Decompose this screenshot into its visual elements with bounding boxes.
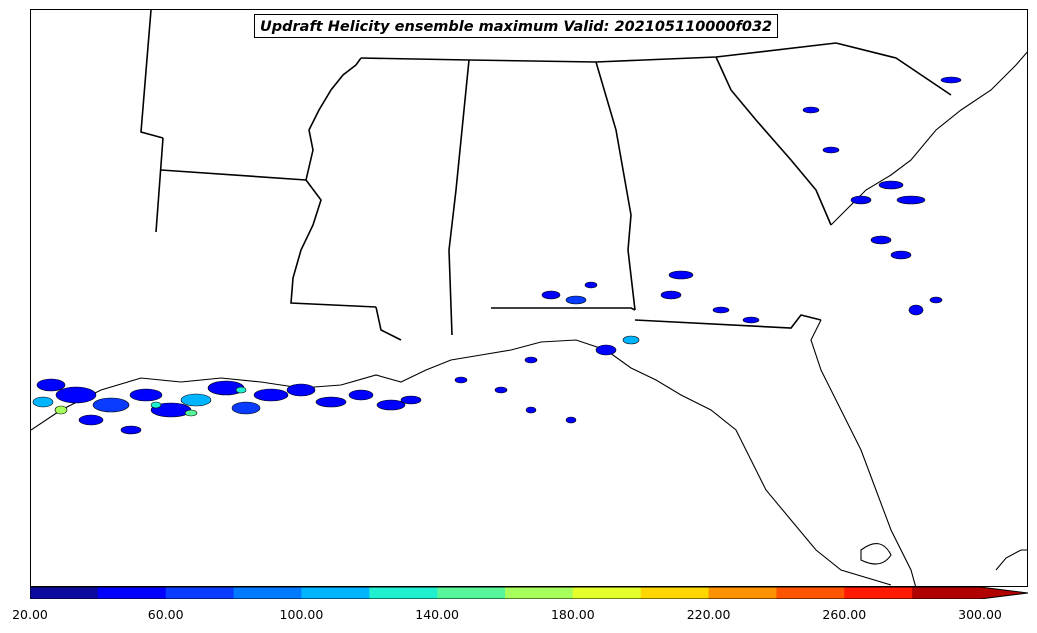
map-canvas — [31, 10, 1027, 586]
border-ms-la — [290, 179, 377, 308]
helicity-cell — [55, 386, 97, 404]
colorbar-tick-label: 100.00 — [279, 607, 324, 622]
colorbar — [30, 587, 1028, 599]
map-title: Updraft Helicity ensemble maximum Valid:… — [254, 14, 779, 38]
helicity-swaths — [32, 76, 962, 435]
colorbar-segment — [572, 587, 642, 599]
helicity-cell — [712, 306, 730, 314]
coastline-se — [995, 549, 1027, 571]
helicity-cell — [822, 146, 840, 154]
colorbar-segment — [912, 587, 981, 599]
colorbar-tick-label: 220.00 — [686, 607, 731, 622]
helicity-cell — [742, 316, 760, 324]
helicity-cell — [890, 250, 912, 260]
helicity-cell — [494, 386, 508, 394]
colorbar-segment — [165, 587, 235, 599]
helicity-cell — [850, 195, 872, 205]
coastline-florida-east — [810, 319, 917, 586]
colorbar-segment — [301, 587, 370, 599]
helicity-cell — [54, 405, 68, 415]
helicity-cell — [235, 386, 247, 394]
colorbar-segment — [233, 587, 302, 599]
helicity-cell — [120, 425, 142, 435]
colorbar-extend-arrow — [980, 587, 1028, 599]
colorbar-tick-label: 300.00 — [958, 607, 1002, 622]
colorbar-segment — [97, 587, 167, 599]
helicity-cell — [660, 290, 682, 300]
border-tn-south — [360, 42, 837, 63]
border-la-west — [155, 137, 164, 233]
colorbar-segment — [844, 587, 913, 599]
border-la-ms-south — [375, 306, 402, 341]
helicity-cell — [870, 235, 892, 245]
helicity-cell — [286, 383, 316, 397]
helicity-cell — [524, 356, 538, 364]
helicity-cell — [150, 401, 162, 409]
helicity-cell — [878, 180, 904, 190]
helicity-cell — [253, 388, 289, 402]
colorbar-segment — [640, 587, 710, 599]
coastline-lake — [860, 543, 892, 565]
border-ga-sc — [715, 56, 832, 226]
colorbar-segment — [30, 587, 99, 599]
helicity-cell — [929, 296, 943, 304]
helicity-cell — [184, 409, 198, 417]
helicity-cell — [32, 396, 54, 408]
colorbar-tick-label: 60.00 — [147, 607, 184, 622]
state-borders — [140, 10, 952, 341]
colorbar-segment — [437, 587, 506, 599]
helicity-cell — [376, 399, 406, 411]
helicity-cell — [595, 344, 617, 356]
map-frame — [30, 9, 1028, 587]
colorbar-tick-label: 180.00 — [550, 607, 595, 622]
helicity-cell — [668, 270, 694, 280]
helicity-cell — [129, 388, 163, 402]
helicity-cell — [940, 76, 962, 84]
helicity-cell — [584, 281, 598, 289]
border-ms-east — [448, 59, 470, 336]
helicity-cell — [565, 295, 587, 305]
colorbar-tick-label: 140.00 — [415, 607, 460, 622]
coastlines — [31, 51, 1027, 586]
helicity-cell — [622, 335, 640, 345]
helicity-cell — [92, 397, 130, 413]
helicity-cell — [565, 416, 577, 424]
colorbar-tick-label: 20.00 — [12, 607, 48, 622]
helicity-cell — [454, 376, 468, 384]
colorbar-segment — [776, 587, 845, 599]
helicity-cell — [36, 378, 66, 392]
helicity-cell — [400, 395, 422, 405]
helicity-cell — [802, 106, 820, 114]
helicity-cell — [180, 393, 212, 407]
helicity-cell — [78, 414, 104, 426]
border-mississippi-river — [305, 57, 362, 181]
helicity-cell — [525, 406, 537, 414]
border-ok-ar — [140, 10, 164, 139]
colorbar-segment — [708, 587, 777, 599]
helicity-cell — [231, 401, 261, 415]
colorbar-tick-label: 260.00 — [822, 607, 867, 622]
border-ar-la — [160, 169, 307, 181]
colorbar-outline — [30, 587, 1028, 599]
border-fl-al — [491, 307, 636, 311]
helicity-cell — [315, 396, 347, 408]
border-ga-fl — [634, 314, 822, 329]
colorbar-segment — [369, 587, 438, 599]
colorbar-segment — [505, 587, 574, 599]
helicity-cell — [896, 195, 926, 205]
helicity-cell — [348, 389, 374, 401]
border-nc-sc — [835, 42, 952, 96]
border-al-ga — [595, 61, 636, 311]
coastline-gulf — [31, 339, 892, 586]
helicity-cell — [541, 290, 561, 300]
helicity-cell — [908, 304, 924, 316]
